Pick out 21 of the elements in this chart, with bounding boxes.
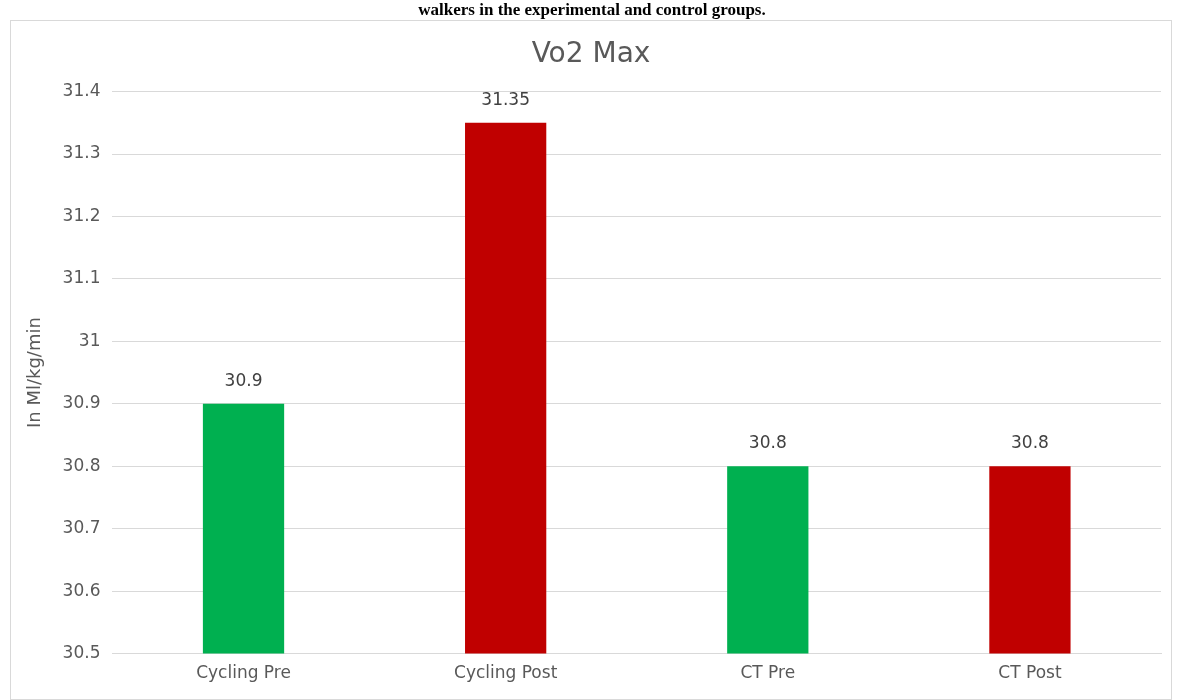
y-tick-label: 31.2 [62,204,101,225]
y-tick-label: 31.4 [62,80,101,101]
y-tick-label: 30.8 [62,454,101,475]
x-tick-label: Cycling Pre [196,662,291,683]
y-tick-label: 31.3 [62,142,101,163]
x-tick-label: CT Pre [740,662,796,683]
y-tick-label: 30.5 [62,642,101,663]
data-label: 30.9 [224,369,263,390]
y-axis-title: In Ml/kg/min [23,317,45,429]
chart-title: Vo2 Max [531,36,651,70]
data-label: 31.35 [481,88,530,109]
x-tick-label: CT Post [998,662,1062,683]
y-tick-label: 31 [78,329,101,350]
y-tick-label: 30.9 [62,392,101,413]
x-tick-label: Cycling Post [454,662,558,683]
text: walkers in the experimental and control groups. [417,0,767,20]
y-tick-label: 30.6 [62,579,101,600]
y-tick-label: 31.1 [62,267,101,288]
y-tick-label: 30.7 [62,517,101,538]
data-label: 30.8 [1011,432,1049,453]
data-label: 30.8 [748,432,787,453]
